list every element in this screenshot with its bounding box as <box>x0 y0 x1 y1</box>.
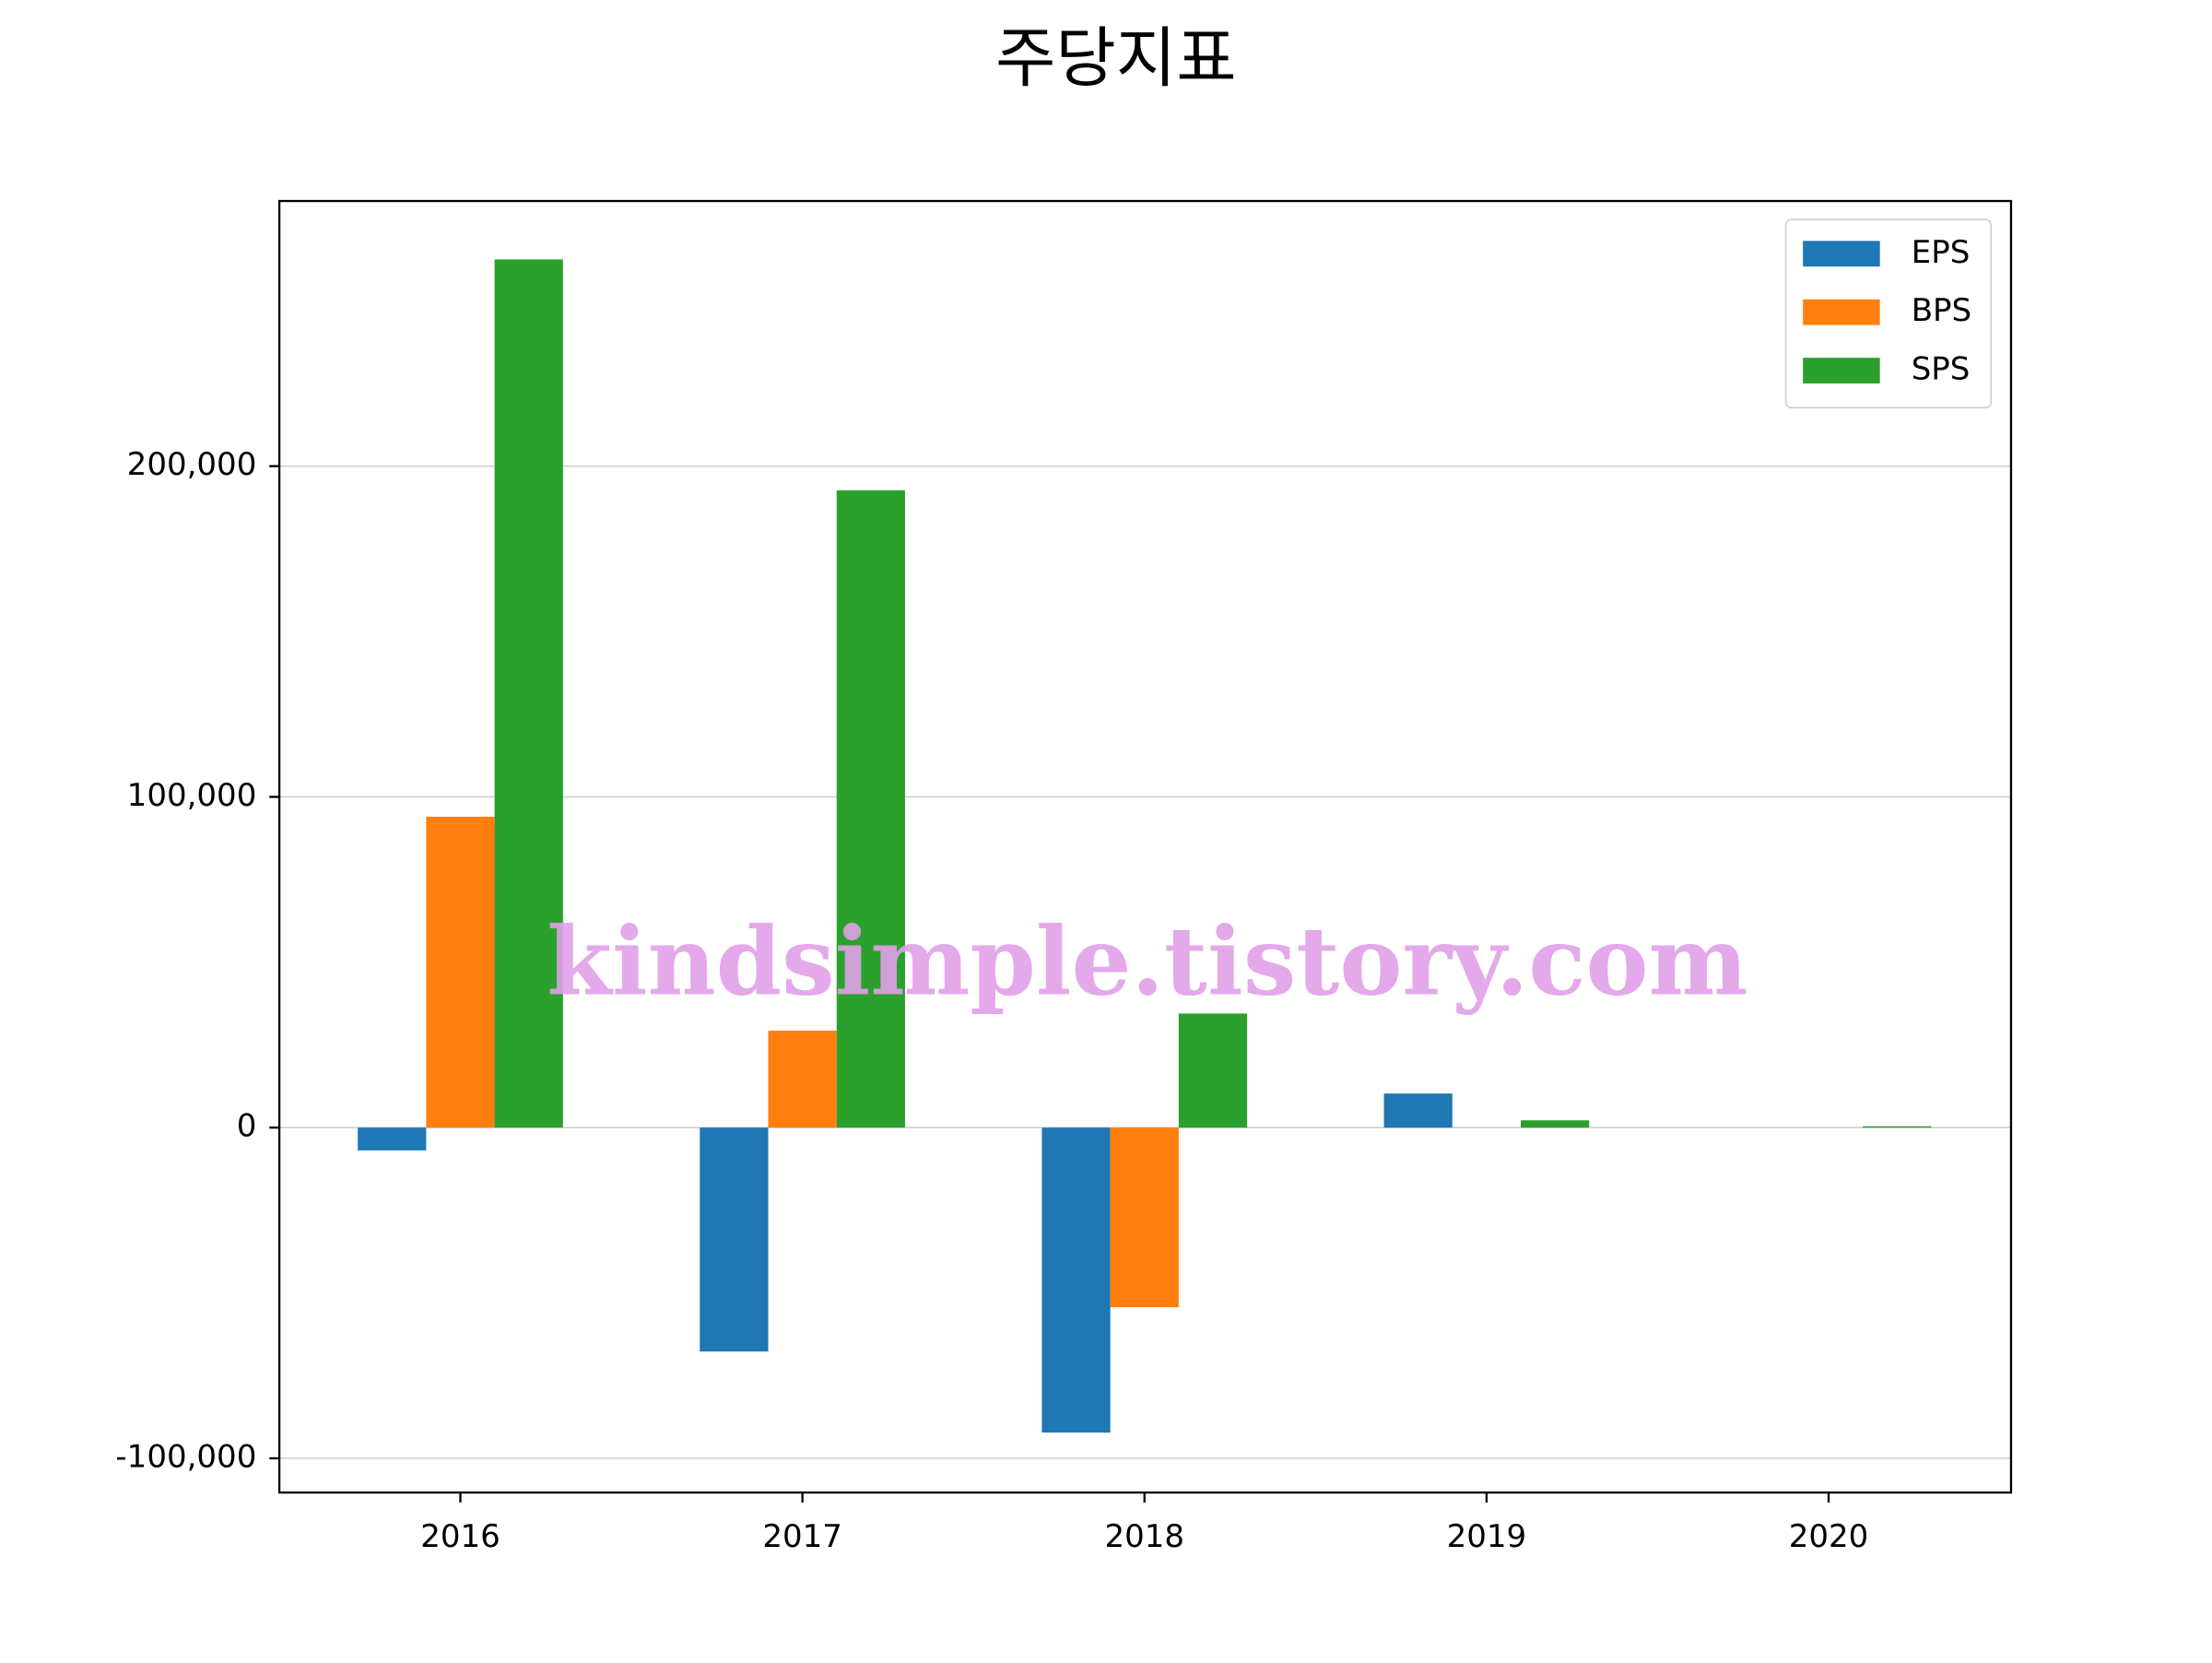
bar <box>358 1127 427 1150</box>
x-tick-label: 2017 <box>762 1518 842 1555</box>
y-tick-label: -100,000 <box>115 1438 256 1475</box>
bar <box>1863 1126 1932 1128</box>
bar <box>1383 1093 1453 1128</box>
legend: EPS BPS SPS <box>1784 218 1993 409</box>
legend-swatch <box>1803 241 1880 267</box>
legend-label: BPS <box>1912 292 1971 329</box>
x-tick-label: 2016 <box>420 1518 500 1555</box>
bar <box>836 489 905 1128</box>
bar <box>1110 1127 1179 1308</box>
chart-title: 주당지표 <box>995 20 1237 97</box>
x-tick-label: 2020 <box>1789 1518 1869 1555</box>
y-tick-label: 0 <box>237 1108 257 1145</box>
legend-label: SPS <box>1912 351 1971 388</box>
y-tick-label: 200,000 <box>127 446 257 483</box>
bar <box>426 816 495 1128</box>
legend-swatch <box>1803 358 1880 383</box>
x-tick-label: 2018 <box>1104 1518 1184 1555</box>
bar <box>1041 1127 1111 1433</box>
y-tick-label: 100,000 <box>127 777 257 814</box>
x-tick-label: 2019 <box>1447 1518 1527 1555</box>
bar <box>768 1031 837 1128</box>
watermark: kindsimple.tistory.com <box>547 907 1747 1018</box>
bar <box>700 1127 769 1352</box>
legend-swatch <box>1803 299 1880 325</box>
plot-frame <box>277 199 2013 1494</box>
bar <box>494 259 563 1128</box>
bar <box>1178 1013 1248 1128</box>
legend-label: EPS <box>1912 234 1971 271</box>
bar <box>1521 1120 1590 1128</box>
